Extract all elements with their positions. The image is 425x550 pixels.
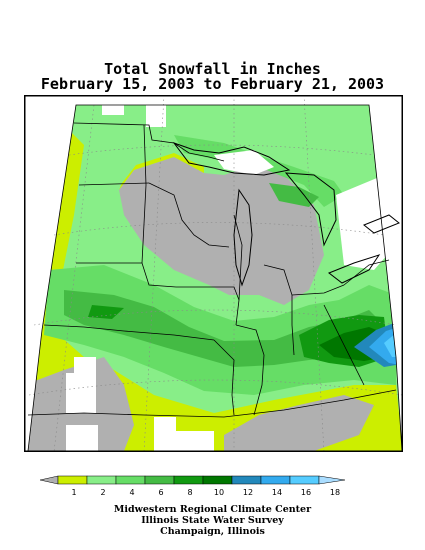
lake-superior-cutout <box>214 150 274 175</box>
lake-ontario-outline <box>363 214 400 234</box>
lake-erie-outline <box>327 254 381 284</box>
snowfall-4-6-band <box>44 265 396 395</box>
credit-center: Midwestern Regional Climate Center <box>113 504 312 515</box>
great-lakes-outlines <box>172 141 400 287</box>
legend-label: 10 <box>214 488 224 497</box>
legend-arrow-low <box>39 475 59 485</box>
legend-label: 4 <box>129 488 134 497</box>
legend-swatch <box>260 475 291 485</box>
snowfall-1-2-ring <box>119 153 204 190</box>
snowfall-6-8-northeast <box>269 183 319 207</box>
boundary-ia-il <box>176 286 240 326</box>
boundary-oh-wv <box>323 304 365 386</box>
graticule-line <box>33 309 397 326</box>
boundary-mo-il <box>213 339 235 416</box>
lake-huron-outline <box>284 172 337 247</box>
legend-label: 18 <box>330 488 340 497</box>
legend-label: 6 <box>158 488 163 497</box>
credit-location: Champaign, Illinois <box>160 526 265 537</box>
snowfall-lt1-south <box>224 395 374 451</box>
map-title: Total Snowfall in Inches <box>104 60 321 78</box>
boundary-mn-west <box>141 124 147 264</box>
legend-swatch <box>202 475 233 485</box>
legend-swatch <box>57 475 88 485</box>
legend-label: 8 <box>187 488 192 497</box>
legend-label: 1 <box>71 488 76 497</box>
snowfall-map <box>24 95 403 452</box>
no-data-south-2 <box>174 431 214 451</box>
legend-bar <box>39 475 346 485</box>
legend-swatch <box>86 475 117 485</box>
state-boundaries <box>27 122 397 418</box>
legend-label: 12 <box>243 488 253 497</box>
legend-labels: 1 2 4 6 8 10 12 14 16 18 <box>71 488 340 497</box>
boundary-mi-oh <box>291 284 345 296</box>
boundary-il-in <box>235 324 265 416</box>
boundary-wi-lake-michigan <box>233 214 243 301</box>
credit-survey: Illinois State Water Survey <box>141 515 284 526</box>
legend-swatch <box>231 475 262 485</box>
map-frame <box>24 95 403 452</box>
boundary-ne-ia <box>76 262 177 288</box>
legend-label: 2 <box>100 488 105 497</box>
legend-arrow-high <box>318 475 346 485</box>
legend: 1 2 4 6 8 10 12 14 16 18 <box>39 475 346 497</box>
map-date-range: February 15, 2003 to February 21, 2003 <box>40 75 385 93</box>
no-data-northwest <box>102 105 124 115</box>
graticule-line <box>143 95 165 452</box>
legend-swatch <box>289 475 320 485</box>
no-data-north <box>146 105 166 127</box>
snowfall-lt1-north-central <box>119 157 324 305</box>
legend-swatch <box>173 475 204 485</box>
no-data-southwest-3 <box>66 425 98 451</box>
graticule-line <box>303 95 325 452</box>
boundary-nd-sd <box>78 182 150 186</box>
boundary-ks-mo <box>43 324 215 341</box>
boundary-southern <box>27 389 397 418</box>
graticule <box>28 95 403 452</box>
lake-michigan-outline <box>233 188 253 287</box>
graticule-line <box>68 144 375 156</box>
snowfall-fields <box>28 105 402 451</box>
graticule-line <box>28 379 403 396</box>
no-data-southwest-1 <box>74 357 96 373</box>
lake-superior-outline <box>172 141 291 176</box>
legend-label: 16 <box>301 488 311 497</box>
graticule-line <box>53 222 385 236</box>
no-data-south-1 <box>154 417 176 451</box>
legend-swatch <box>144 475 175 485</box>
legend-label: 14 <box>272 488 282 497</box>
no-data-southwest-2 <box>66 373 96 413</box>
boundary-mn-wi <box>148 182 230 248</box>
snowfall-8-10-iowa <box>88 305 124 319</box>
legend-swatch <box>115 475 146 485</box>
